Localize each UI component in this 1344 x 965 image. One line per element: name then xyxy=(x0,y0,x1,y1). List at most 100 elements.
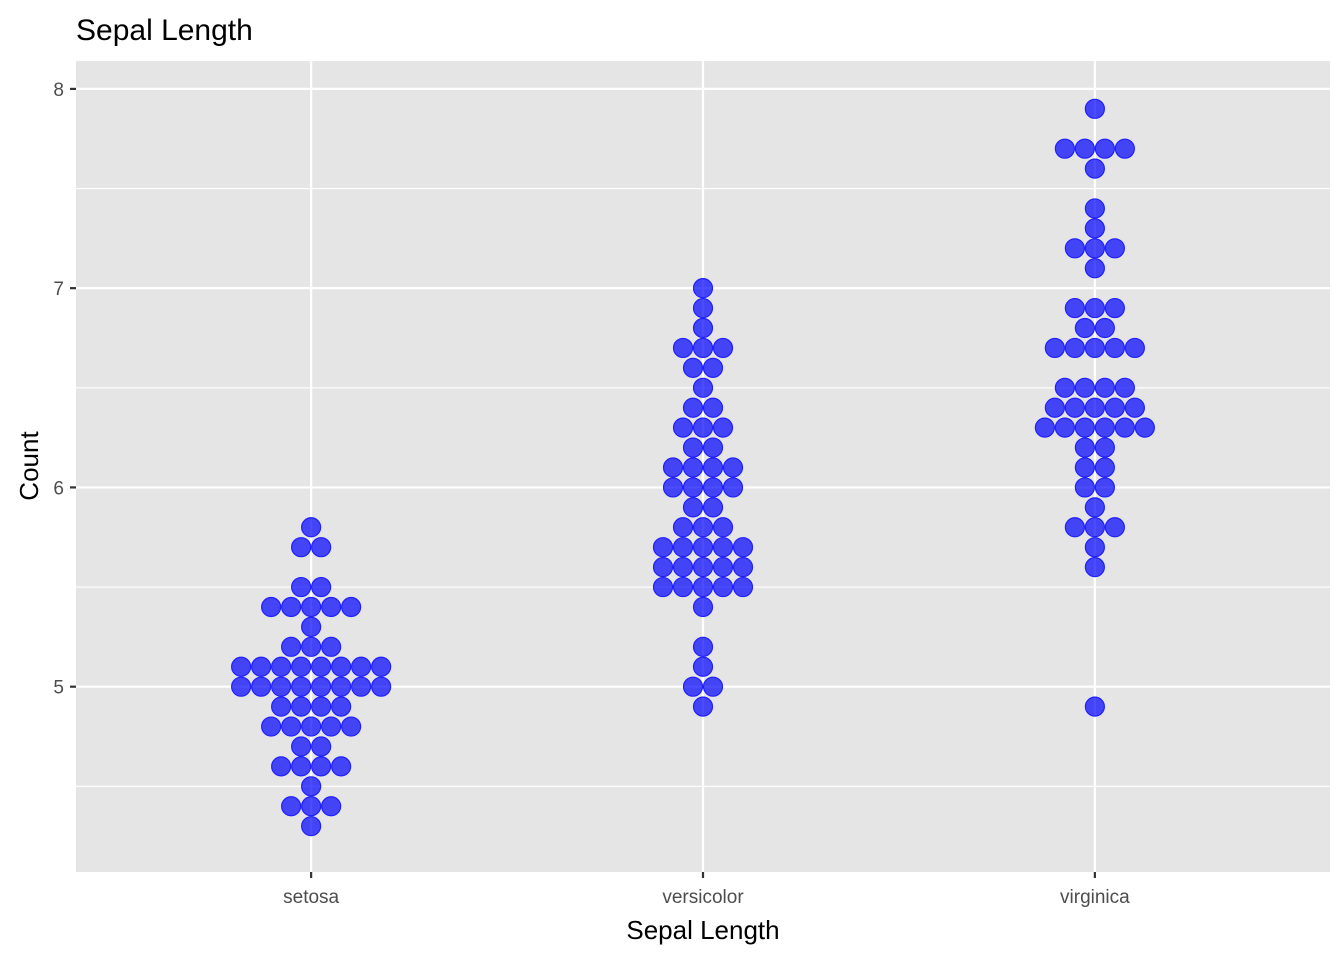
data-point-versicolor xyxy=(652,537,674,558)
data-point-versicolor xyxy=(702,357,724,378)
data-point-versicolor xyxy=(692,557,714,578)
data-point-versicolor xyxy=(682,676,704,697)
data-point-versicolor xyxy=(732,576,754,598)
data-point-versicolor xyxy=(692,576,714,598)
y-tick-label: 5 xyxy=(53,678,64,699)
data-point-versicolor xyxy=(672,417,694,438)
data-point-virginica xyxy=(1084,497,1105,518)
data-point-versicolor xyxy=(692,596,714,618)
data-point-setosa xyxy=(351,676,372,697)
data-point-versicolor xyxy=(702,477,724,498)
data-point-setosa xyxy=(301,636,322,657)
data-point-versicolor xyxy=(692,696,714,717)
data-point-versicolor xyxy=(672,557,694,578)
data-point-setosa xyxy=(331,696,352,717)
data-point-setosa xyxy=(311,756,332,777)
data-point-setosa xyxy=(291,696,312,717)
x-tick-label: setosa xyxy=(283,887,339,908)
data-point-virginica xyxy=(1074,377,1095,398)
data-point-virginica xyxy=(1114,138,1135,159)
data-point-versicolor xyxy=(682,397,704,418)
data-point-virginica xyxy=(1104,517,1125,538)
data-point-setosa xyxy=(301,776,322,797)
data-point-versicolor xyxy=(702,497,724,518)
data-point-versicolor xyxy=(702,457,724,478)
data-point-virginica xyxy=(1044,337,1065,359)
data-point-virginica xyxy=(1094,457,1115,478)
data-point-virginica xyxy=(1034,417,1055,438)
data-point-setosa xyxy=(331,676,352,697)
data-point-versicolor xyxy=(702,397,724,418)
data-point-versicolor xyxy=(682,437,704,458)
data-point-setosa xyxy=(321,716,342,737)
data-point-setosa xyxy=(321,636,342,657)
data-point-versicolor xyxy=(702,437,724,458)
data-point-versicolor xyxy=(662,457,684,478)
data-point-setosa xyxy=(371,656,392,677)
data-point-virginica xyxy=(1134,417,1155,438)
data-point-virginica xyxy=(1054,138,1075,159)
data-point-setosa xyxy=(321,796,342,817)
data-point-virginica xyxy=(1074,437,1095,458)
data-point-versicolor xyxy=(692,656,714,677)
data-point-virginica xyxy=(1094,377,1115,398)
data-point-versicolor xyxy=(732,537,754,558)
data-point-setosa xyxy=(311,676,332,697)
data-point-virginica xyxy=(1084,557,1105,578)
data-point-setosa xyxy=(261,716,282,737)
data-point-setosa xyxy=(311,656,332,677)
data-point-versicolor xyxy=(692,636,714,657)
data-point-setosa xyxy=(301,616,322,638)
data-point-virginica xyxy=(1084,517,1105,538)
data-point-setosa xyxy=(311,576,332,598)
data-point-versicolor xyxy=(652,557,674,578)
data-point-versicolor xyxy=(692,517,714,538)
data-point-versicolor xyxy=(682,357,704,378)
data-point-setosa xyxy=(371,676,392,697)
data-point-setosa xyxy=(301,596,322,618)
data-point-virginica xyxy=(1084,98,1105,119)
axes: 5 6 7 8 setosa versicolor virginica xyxy=(53,80,1130,908)
data-point-versicolor xyxy=(712,576,734,598)
data-point-setosa xyxy=(271,696,292,717)
data-point-virginica xyxy=(1064,397,1085,418)
data-point-virginica xyxy=(1074,477,1095,498)
data-point-virginica xyxy=(1094,317,1115,339)
data-point-setosa xyxy=(301,816,322,837)
data-points xyxy=(231,98,1155,837)
data-point-virginica xyxy=(1104,337,1125,359)
data-point-setosa xyxy=(231,676,252,697)
data-point-setosa xyxy=(311,696,332,717)
data-point-setosa xyxy=(351,656,372,677)
data-point-setosa xyxy=(341,716,362,737)
data-point-versicolor xyxy=(692,417,714,438)
data-point-versicolor xyxy=(682,457,704,478)
data-point-setosa xyxy=(301,796,322,817)
data-point-virginica xyxy=(1074,457,1095,478)
data-point-versicolor xyxy=(672,576,694,598)
data-point-virginica xyxy=(1074,317,1095,339)
data-point-setosa xyxy=(251,676,272,697)
data-point-setosa xyxy=(331,656,352,677)
chart-title: Sepal Length xyxy=(76,14,253,47)
data-point-versicolor xyxy=(722,477,744,498)
data-point-virginica xyxy=(1104,397,1125,418)
x-axis-title: Sepal Length xyxy=(626,915,779,945)
data-point-setosa xyxy=(301,716,322,737)
data-point-versicolor xyxy=(732,557,754,578)
data-point-virginica xyxy=(1124,397,1145,418)
data-point-setosa xyxy=(311,736,332,757)
data-point-versicolor xyxy=(672,537,694,558)
data-point-virginica xyxy=(1084,158,1105,179)
data-point-setosa xyxy=(291,756,312,777)
data-point-setosa xyxy=(281,636,302,657)
y-axis-title: Count xyxy=(14,431,44,501)
data-point-setosa xyxy=(271,676,292,697)
data-point-setosa xyxy=(281,716,302,737)
data-point-versicolor xyxy=(692,278,714,299)
data-point-versicolor xyxy=(712,517,734,538)
data-point-setosa xyxy=(231,656,252,677)
data-point-versicolor xyxy=(692,317,714,339)
data-point-versicolor xyxy=(682,497,704,518)
